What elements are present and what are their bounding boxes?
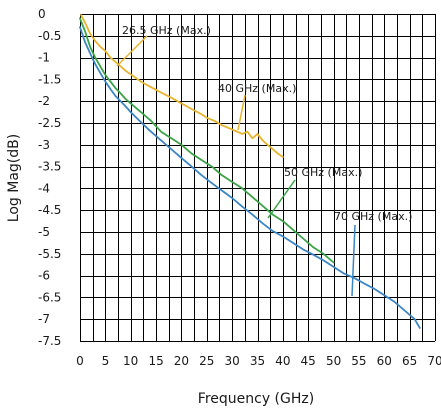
x-tick-label: 40 xyxy=(275,354,290,368)
y-tick-label: -0.5 xyxy=(38,29,61,43)
annotation-leader-line xyxy=(351,224,356,297)
y-tick-label: -6 xyxy=(38,269,50,283)
annotation-leader-line xyxy=(116,35,148,67)
x-tick-label: 55 xyxy=(351,354,366,368)
annotations: 26.5 GHz (Max.) 40 GHz (Max.) 50 GHz (Max.… xyxy=(122,24,412,223)
x-axis-label: Frequency (GHz) xyxy=(198,391,314,407)
x-tick-label: 60 xyxy=(377,354,392,368)
annotation-leader-line xyxy=(237,94,246,131)
x-tick-label: 30 xyxy=(224,354,239,368)
y-tick-label: -4.5 xyxy=(38,203,61,217)
series-lines xyxy=(79,13,421,329)
y-tick-label: -7 xyxy=(38,312,50,326)
x-tick-label: 35 xyxy=(250,354,265,368)
annotation-leaders xyxy=(116,35,356,297)
grid xyxy=(80,14,436,342)
series-annotation-label: 40 GHz (Max.) xyxy=(218,82,296,95)
y-tick-label: 0 xyxy=(38,7,46,21)
x-tick-label: 20 xyxy=(174,354,189,368)
series-annotation-label: 26.5 GHz (Max.) xyxy=(122,24,211,37)
series-line xyxy=(80,13,216,122)
x-tick-label: 50 xyxy=(326,354,341,368)
y-tick-label: -4 xyxy=(38,181,50,195)
x-tick-labels: 0 5 10 15 20 25 30 35 40 45 50 55 60 65 70 xyxy=(76,354,441,368)
y-tick-label: -5.5 xyxy=(38,247,61,261)
y-tick-label: -2.5 xyxy=(38,116,61,130)
y-tick-labels: 0 -0.5 -1 -1.5 -2 -2.5 -3 -3.5 -4 -4.5 -5 -5.5 -6 -6.… xyxy=(38,7,61,348)
y-tick-label: -3.5 xyxy=(38,160,61,174)
x-tick-label: 10 xyxy=(123,354,138,368)
series-line xyxy=(79,17,335,264)
y-tick-label: -7.5 xyxy=(38,334,61,348)
x-tick-label: 65 xyxy=(402,354,417,368)
x-tick-label: 70 xyxy=(427,354,441,368)
x-tick-label: 45 xyxy=(301,354,316,368)
y-tick-label: -1 xyxy=(38,51,50,65)
y-tick-label: -2 xyxy=(38,94,50,108)
x-tick-label: 25 xyxy=(199,354,214,368)
series-annotation-label: 70 GHz (Max.) xyxy=(334,210,412,223)
y-tick-label: -1.5 xyxy=(38,72,61,86)
annotation-leader-line xyxy=(267,179,296,219)
x-tick-label: 0 xyxy=(76,354,84,368)
y-tick-label: -3 xyxy=(38,138,50,152)
y-tick-label: -5 xyxy=(38,225,50,239)
x-tick-label: 15 xyxy=(148,354,163,368)
series-line xyxy=(213,119,284,158)
series-line xyxy=(79,26,421,329)
y-axis-label: Log Mag(dB) xyxy=(6,134,22,222)
y-tick-label: -6.5 xyxy=(38,290,61,304)
series-annotation-label: 50 GHz (Max.) xyxy=(284,166,362,179)
x-tick-label: 5 xyxy=(102,354,110,368)
